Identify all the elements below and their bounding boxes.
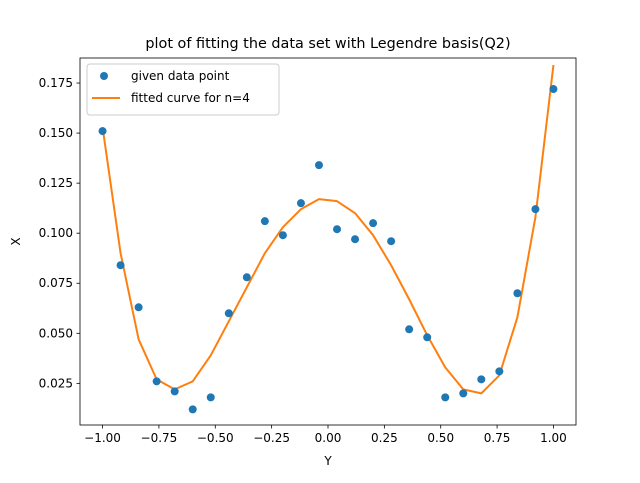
legend-marker-data-point	[100, 72, 108, 80]
x-tick-label: 0.75	[484, 431, 511, 445]
y-tick-label: 0.075	[39, 276, 73, 290]
x-tick-label: −0.50	[197, 431, 234, 445]
data-point	[441, 393, 450, 402]
data-point	[296, 199, 305, 208]
y-tick-label: 0.025	[39, 376, 73, 390]
data-point	[549, 85, 558, 94]
data-point	[188, 405, 197, 414]
fitted-curve-line	[101, 64, 555, 395]
data-point	[98, 127, 107, 136]
data-point	[116, 261, 125, 270]
legend-label-fitted-curve: fitted curve for n=4	[131, 91, 250, 105]
x-tick-label: −0.75	[141, 431, 178, 445]
legend: given data point fitted curve for n=4	[86, 63, 280, 116]
data-point	[387, 237, 396, 246]
legend-box	[86, 63, 280, 116]
data-point	[513, 289, 522, 298]
y-tick-label: 0.175	[39, 76, 73, 90]
y-tick-label: 0.150	[39, 126, 73, 140]
x-tick-label: −0.25	[253, 431, 290, 445]
data-point	[405, 325, 414, 334]
y-tick-label: 0.100	[39, 226, 73, 240]
data-point	[152, 377, 161, 386]
data-point	[369, 219, 378, 228]
x-tick-label: 1.00	[540, 431, 567, 445]
x-tick-label: 0.50	[427, 431, 454, 445]
chart-title: plot of fitting the data set with Legend…	[145, 36, 510, 52]
data-point	[459, 389, 468, 398]
data-point	[278, 231, 287, 240]
y-axis-label: X	[9, 237, 23, 245]
data-point	[134, 303, 143, 312]
data-point	[170, 387, 179, 396]
data-point	[314, 161, 323, 170]
x-tick-label: 0.00	[315, 431, 342, 445]
y-tick-label: 0.050	[39, 326, 73, 340]
data-point	[206, 393, 215, 402]
data-point	[260, 217, 269, 226]
legend-label-data-point: given data point	[131, 69, 230, 83]
x-tick-label: −1.00	[84, 431, 121, 445]
data-point	[333, 225, 342, 234]
x-tick-label: 0.25	[371, 431, 398, 445]
data-point	[477, 375, 486, 384]
data-point	[351, 235, 360, 244]
data-point	[423, 333, 432, 342]
plot-marks	[98, 64, 558, 414]
data-point	[531, 205, 540, 214]
data-point	[495, 367, 504, 376]
x-axis-label: Y	[323, 454, 332, 468]
axis-ticks: −1.00 −0.75 −0.50 −0.25 0.00 0.25 0.50 0.75 1.00…	[39, 76, 567, 445]
data-point	[242, 273, 251, 282]
data-point	[224, 309, 233, 318]
y-tick-label: 0.125	[39, 176, 73, 190]
